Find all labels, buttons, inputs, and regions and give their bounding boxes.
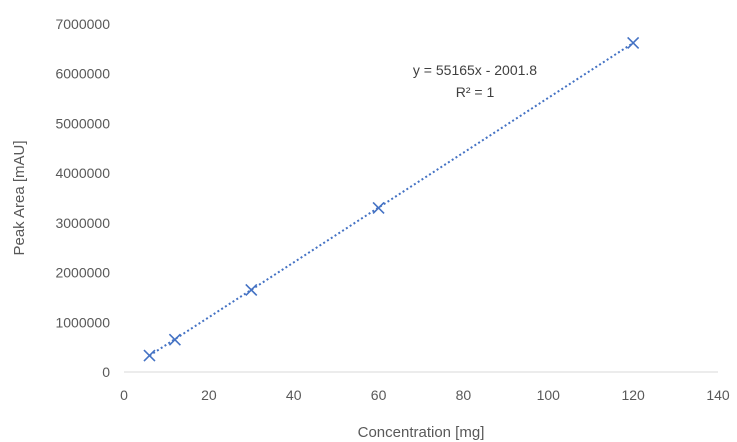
y-tick-label: 4000000 bbox=[55, 165, 110, 181]
tick-label-layer: 0 20 40 60 80 100 120 140 0 1000000 2000000 3000000… bbox=[55, 16, 729, 403]
points-layer bbox=[143, 36, 640, 362]
y-tick-label: 7000000 bbox=[55, 16, 110, 32]
data-point bbox=[245, 283, 258, 297]
trendline bbox=[148, 42, 634, 357]
y-tick-label: 6000000 bbox=[55, 66, 110, 82]
x-tick-label: 140 bbox=[706, 387, 730, 403]
x-tick-label: 60 bbox=[371, 387, 387, 403]
x-tick-label: 0 bbox=[120, 387, 128, 403]
trendline-layer bbox=[148, 42, 634, 357]
data-point bbox=[372, 201, 385, 215]
y-axis-title: Peak Area [mAU] bbox=[11, 140, 28, 255]
y-tick-label: 5000000 bbox=[55, 115, 110, 131]
x-tick-label: 40 bbox=[286, 387, 302, 403]
trendline-r2-label: R² = 1 bbox=[456, 84, 495, 100]
y-tick-label: 2000000 bbox=[55, 265, 110, 281]
x-tick-label: 100 bbox=[537, 387, 561, 403]
y-tick-label: 3000000 bbox=[55, 215, 110, 231]
data-point bbox=[627, 36, 640, 49]
trendline-equation-label: y = 55165x - 2001.8 bbox=[413, 62, 537, 78]
data-point bbox=[143, 349, 156, 362]
data-point bbox=[168, 333, 181, 346]
x-tick-label: 80 bbox=[456, 387, 472, 403]
y-tick-label: 1000000 bbox=[55, 314, 110, 330]
x-tick-label: 120 bbox=[621, 387, 645, 403]
x-axis-title: Concentration [mg] bbox=[358, 424, 485, 441]
y-tick-label: 0 bbox=[102, 364, 110, 380]
label-layer: y = 55165x - 2001.8 R² = 1 Concentration… bbox=[11, 62, 537, 441]
x-tick-label: 20 bbox=[201, 387, 217, 403]
